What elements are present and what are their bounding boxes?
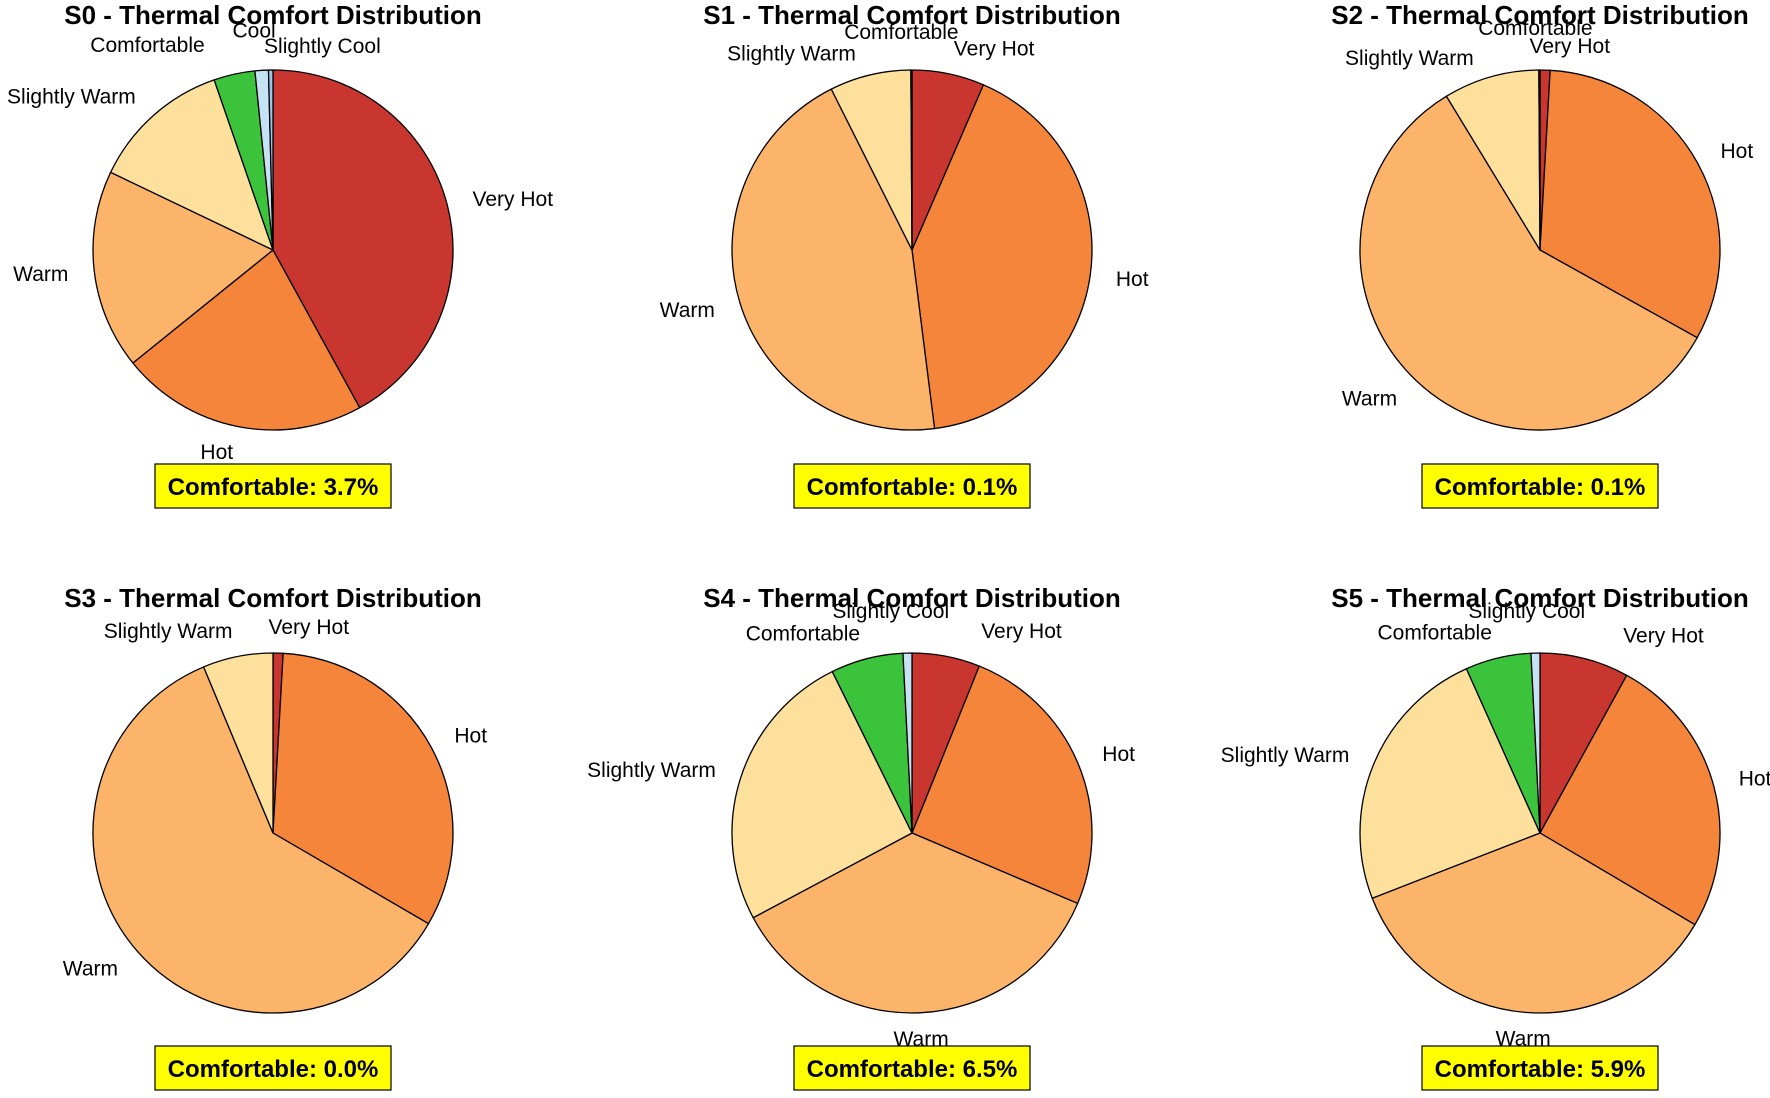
slice-label-slightly-warm: Slightly Warm — [1345, 47, 1474, 70]
chart-title: S3 - Thermal Comfort Distribution — [64, 583, 481, 613]
pie-slice-hot — [1539, 674, 1721, 926]
slice-label-slightly-warm: Slightly Warm — [727, 43, 856, 66]
comfortable-badge-text: Comfortable: 0.1% — [807, 474, 1018, 501]
slice-label-comfortable: Comfortable — [1378, 622, 1492, 645]
slice-label-very-hot: Very Hot — [269, 616, 350, 639]
slice-label-comfortable: Comfortable — [844, 21, 958, 44]
chart-title: S2 - Thermal Comfort Distribution — [1331, 0, 1748, 30]
pie-slice-slightly-cool — [1530, 652, 1541, 834]
pie-slice-very-hot — [1539, 652, 1628, 834]
slice-label-very-hot: Very Hot — [473, 188, 554, 211]
slice-label-slightly-warm: Slightly Warm — [1221, 744, 1350, 767]
slice-label-slightly-warm: Slightly Warm — [104, 620, 233, 643]
pie-slice-comfortable — [910, 69, 913, 251]
pie-slice-comfortable — [1538, 69, 1541, 251]
pie-slice-hot — [911, 665, 1093, 905]
pie-chart-s4: S4 - Thermal Comfort Distribution Very Ho… — [587, 583, 1135, 1091]
pie-slice-hot — [1539, 69, 1721, 339]
comfortable-badge — [154, 463, 392, 509]
pie-slice-very-hot — [272, 69, 454, 409]
chart-title: S4 - Thermal Comfort Distribution — [703, 583, 1120, 613]
slice-label-comfortable: Comfortable — [1478, 17, 1592, 40]
pie-slice-slightly-warm — [202, 652, 274, 834]
pie-chart-s1: S1 - Thermal Comfort Distribution Very Ho… — [660, 0, 1149, 509]
slice-label-comfortable: Comfortable — [746, 623, 860, 646]
comfortable-badge-text: Comfortable: 0.0% — [168, 1056, 379, 1083]
slice-label-slightly-cool: Slightly Cool — [832, 600, 949, 623]
pie-slice-warm — [1359, 95, 1698, 431]
slice-label-very-hot: Very Hot — [1530, 35, 1611, 58]
slice-label-very-hot: Very Hot — [981, 620, 1062, 643]
pie-slice-slightly-warm — [1359, 668, 1541, 899]
slice-label-very-hot: Very Hot — [954, 37, 1035, 60]
slice-label-slightly-warm: Slightly Warm — [7, 85, 136, 108]
slice-label-hot: Hot — [1116, 268, 1149, 291]
pie-slice-slightly-warm — [1445, 69, 1541, 251]
pie-slice-hot — [272, 652, 454, 925]
pie-slice-slightly-cool — [902, 652, 913, 834]
slice-label-slightly-warm: Slightly Warm — [587, 759, 716, 782]
comfortable-badge — [793, 463, 1031, 509]
slice-label-warm: Warm — [63, 958, 118, 981]
slice-label-warm: Warm — [660, 299, 715, 322]
comfortable-badge-text: Comfortable: 5.9% — [1435, 1056, 1646, 1083]
pie-chart-s5: S5 - Thermal Comfort Distribution Very Ho… — [1221, 583, 1770, 1091]
comfortable-badge-text: Comfortable: 0.1% — [1435, 474, 1646, 501]
chart-title: S0 - Thermal Comfort Distribution — [64, 0, 481, 30]
chart-title: S1 - Thermal Comfort Distribution — [703, 0, 1120, 30]
slice-label-slightly-cool: Slightly Cool — [1468, 600, 1585, 623]
comfortable-badge — [1421, 463, 1659, 509]
chart-title: S5 - Thermal Comfort Distribution — [1331, 583, 1748, 613]
pie-slice-warm — [752, 832, 1079, 1014]
pie-slice-warm — [92, 171, 274, 364]
slice-label-cool: Cool — [232, 19, 275, 42]
slice-label-warm: Warm — [13, 263, 68, 286]
slice-label-slightly-cool: Slightly Cool — [264, 35, 381, 58]
slice-label-comfortable: Comfortable — [90, 34, 204, 57]
pie-slice-slightly-warm — [731, 670, 913, 919]
slice-label-hot: Hot — [1721, 140, 1754, 163]
pie-slice-warm — [1371, 832, 1696, 1014]
slice-label-hot: Hot — [454, 725, 487, 748]
slice-label-very-hot: Very Hot — [1623, 625, 1704, 648]
pie-slice-slightly-warm — [109, 79, 274, 251]
comfortable-badge — [154, 1045, 392, 1091]
slice-label-hot: Hot — [1102, 743, 1135, 766]
pie-chart-s2: S2 - Thermal Comfort Distribution Very Ho… — [1331, 0, 1754, 509]
slice-label-warm: Warm — [1496, 1027, 1551, 1050]
comfortable-badge — [1421, 1045, 1659, 1091]
comfortable-badge-text: Comfortable: 3.7% — [168, 474, 379, 501]
pie-slice-slightly-cool — [267, 69, 274, 251]
pie-slice-hot — [132, 249, 361, 431]
pie-chart-s0: S0 - Thermal Comfort Distribution Very Ho… — [7, 0, 554, 509]
pie-slice-warm — [731, 88, 936, 431]
slice-label-hot: Hot — [200, 441, 233, 464]
pie-chart-s3: S3 - Thermal Comfort Distribution Very Ho… — [63, 583, 487, 1091]
slice-label-hot: Hot — [1739, 768, 1770, 791]
slice-label-warm: Warm — [1342, 387, 1397, 410]
comfortable-badge-text: Comfortable: 6.5% — [807, 1056, 1018, 1083]
pie-slice-hot — [911, 84, 1093, 430]
comfortable-badge — [793, 1045, 1031, 1091]
slice-label-warm: Warm — [893, 1028, 948, 1051]
pie-slice-warm — [92, 666, 430, 1014]
